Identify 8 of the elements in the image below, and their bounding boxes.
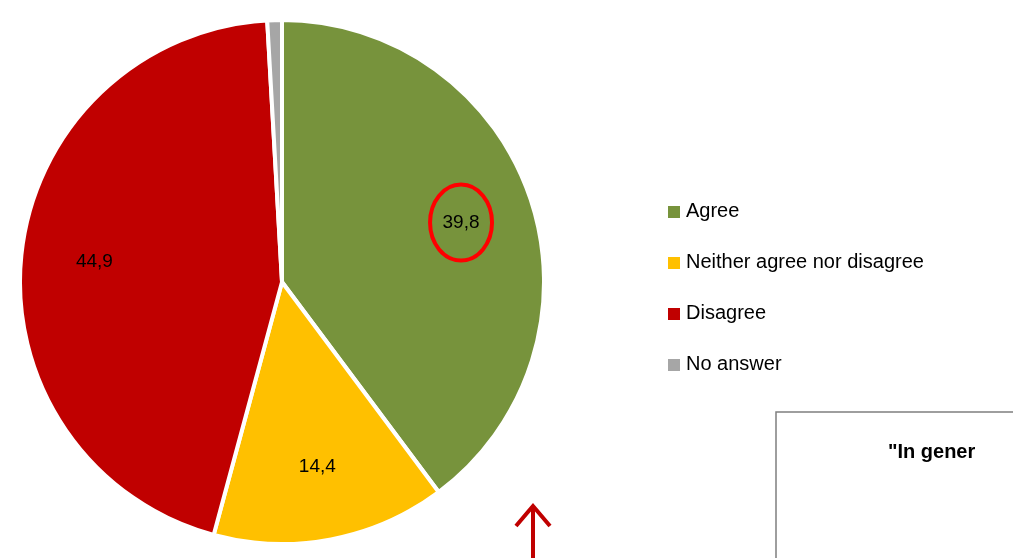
data-label: 14,4 bbox=[298, 455, 337, 477]
legend-label: Agree bbox=[686, 199, 740, 222]
legend-label: No answer bbox=[686, 352, 782, 375]
legend-label: Disagree bbox=[686, 301, 767, 324]
data-label: 44,9 bbox=[75, 250, 113, 272]
data-label: 39,8 bbox=[442, 210, 480, 232]
text: "In gener bbox=[888, 440, 976, 462]
legend-label: Neither agree nor disagree bbox=[686, 250, 924, 273]
